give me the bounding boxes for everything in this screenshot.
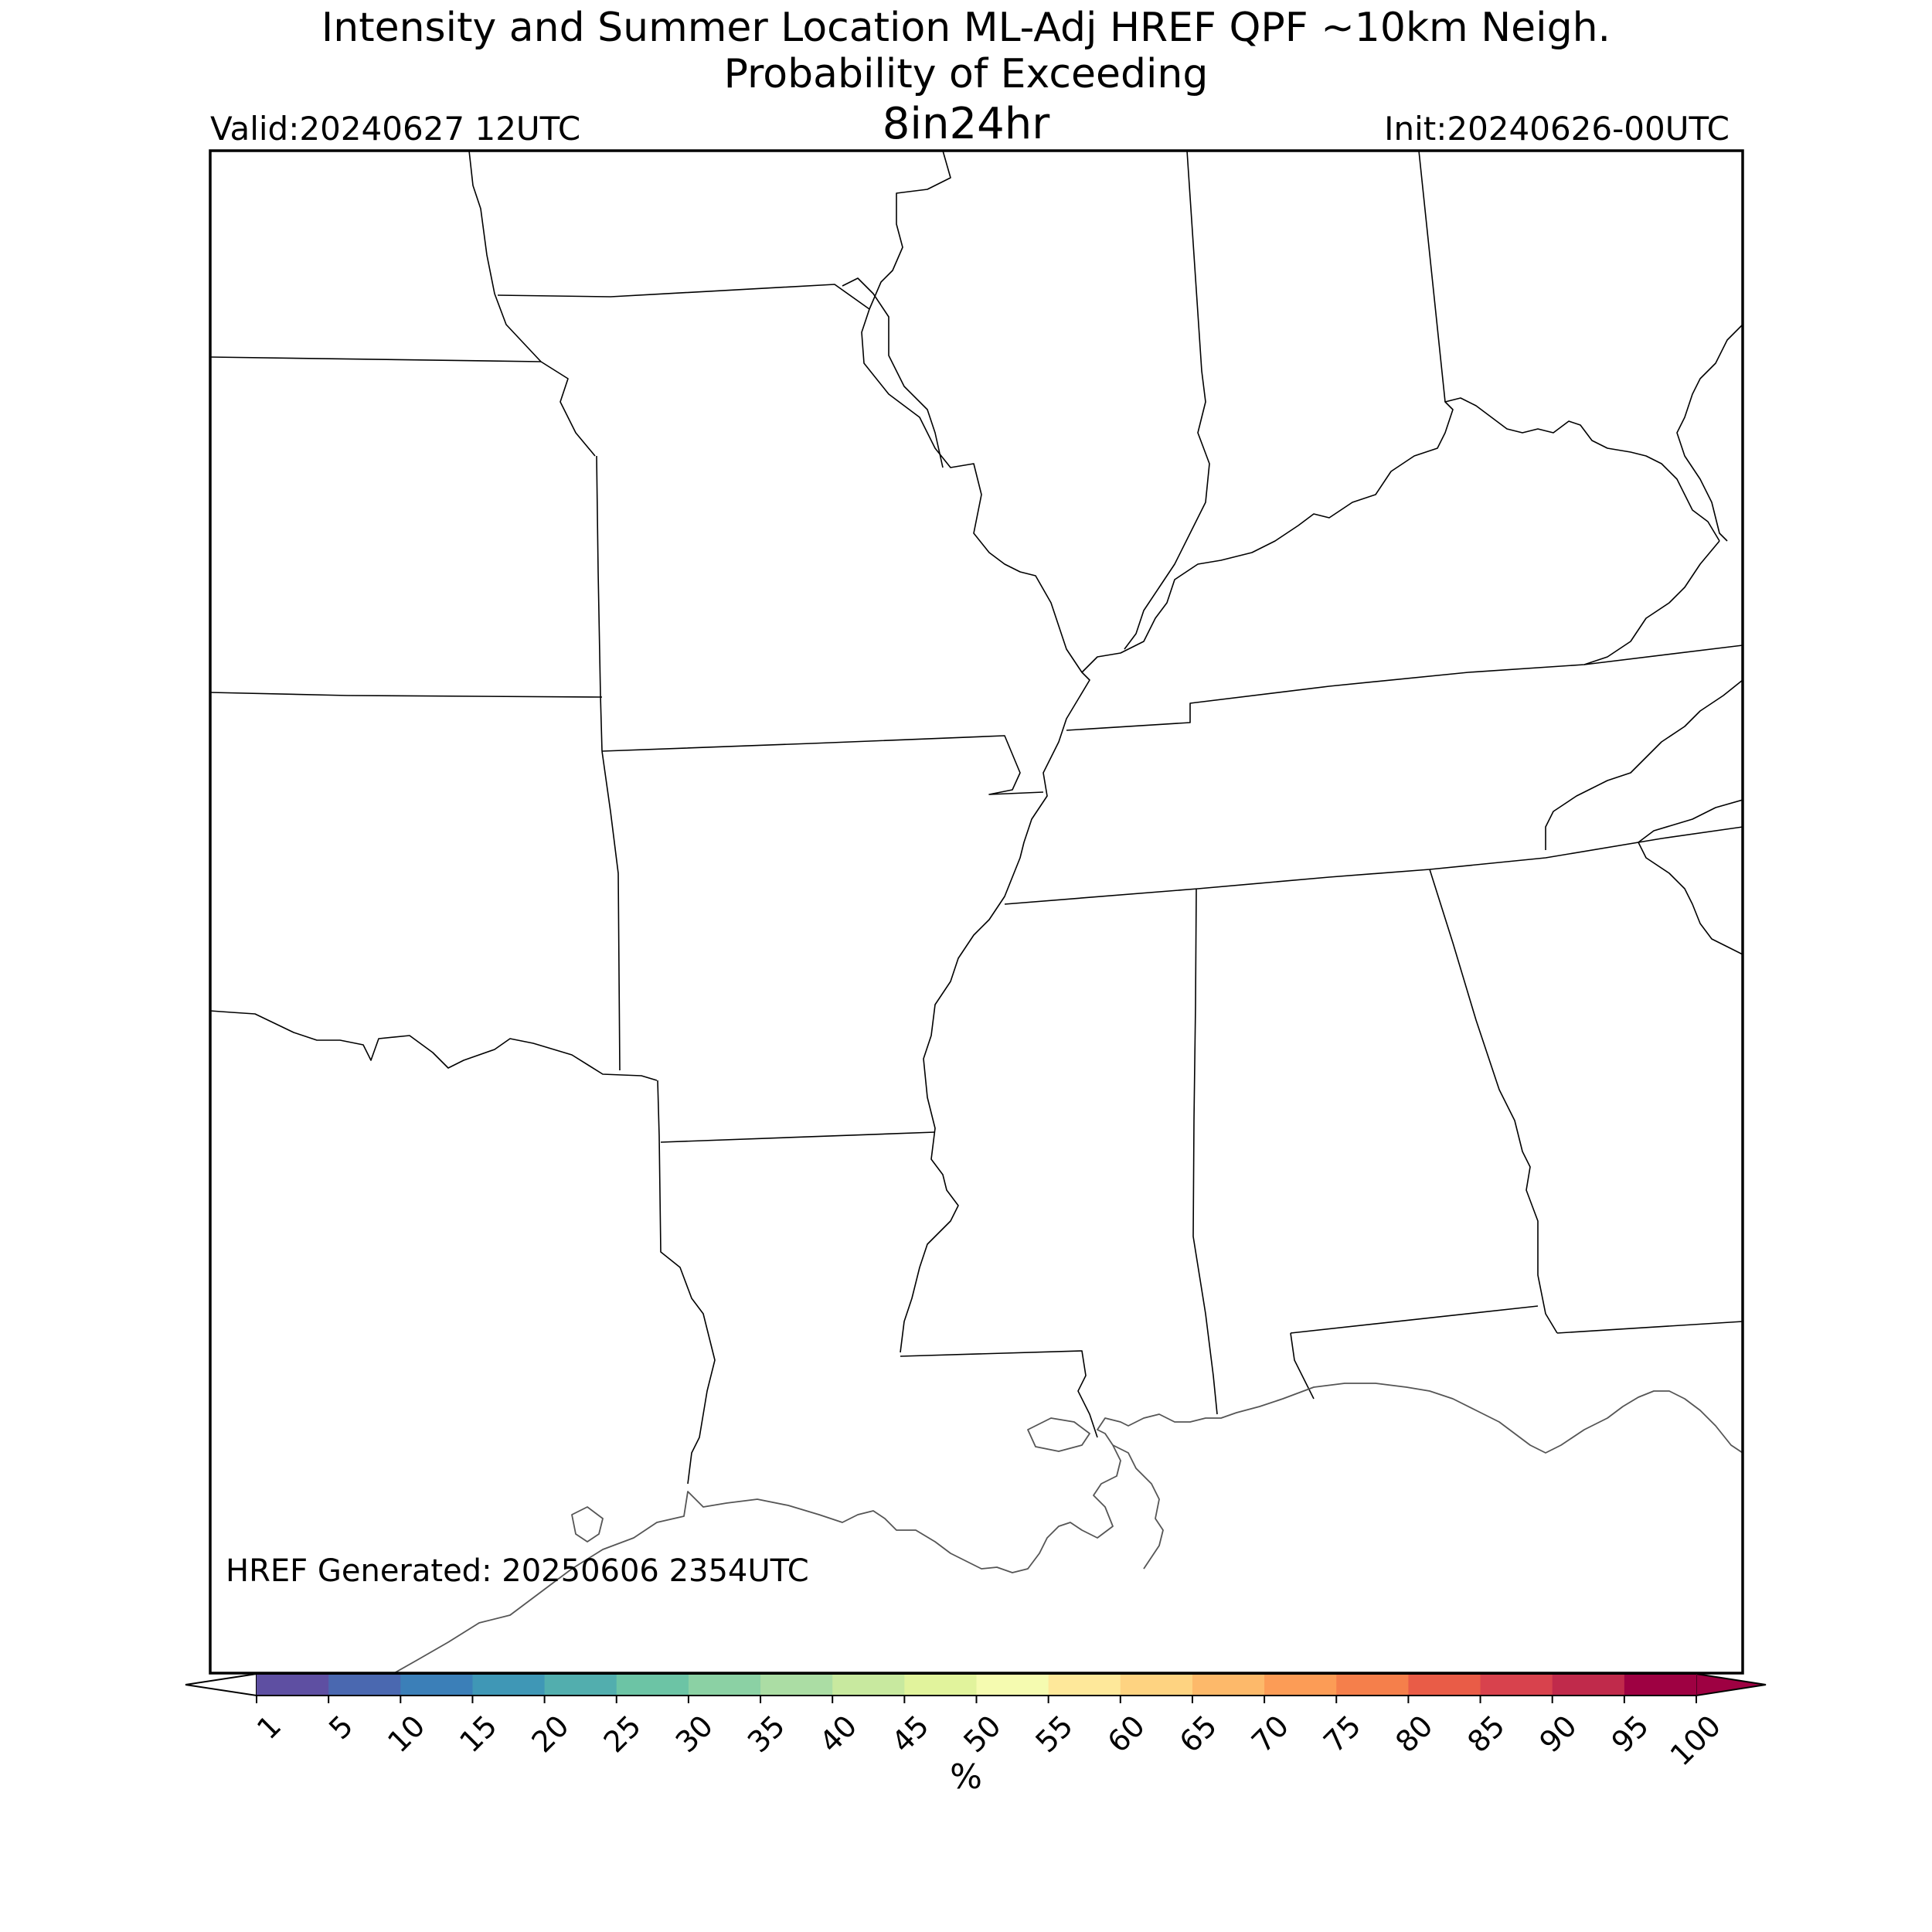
state-boundary-ky-va bbox=[1583, 540, 1720, 665]
colorbar-bin bbox=[1048, 1674, 1121, 1696]
colorbar-tick-label: 10 bbox=[381, 1709, 431, 1759]
state-boundary-mississippi-river bbox=[861, 151, 1090, 1353]
colorbar-under-extension bbox=[185, 1672, 257, 1697]
colorbar-tick-label: 40 bbox=[813, 1709, 863, 1759]
mississippi-delta bbox=[1112, 1444, 1164, 1570]
state-boundary-la-ms bbox=[900, 1350, 1098, 1438]
colorbar-bin bbox=[1264, 1674, 1337, 1696]
state-boundary-al-fl bbox=[1290, 1305, 1539, 1334]
colorbar-bin bbox=[1192, 1674, 1265, 1696]
colorbar-bin bbox=[1480, 1674, 1553, 1696]
colorbar-bin bbox=[976, 1674, 1049, 1696]
gulf-coastline bbox=[393, 1383, 1743, 1673]
colorbar-tick-label: 90 bbox=[1533, 1709, 1583, 1759]
colorbar-tick-label: 70 bbox=[1245, 1709, 1295, 1759]
state-boundary-ga-fl bbox=[1556, 1321, 1743, 1334]
state-boundary-ar-la bbox=[660, 1131, 936, 1143]
colorbar bbox=[185, 1672, 1767, 1697]
state-boundary-ia-mo bbox=[497, 284, 870, 310]
colorbar-bin bbox=[904, 1674, 977, 1696]
generated-timestamp: HREF Generated: 20250606 2354UTC bbox=[226, 1553, 809, 1589]
map-background bbox=[210, 151, 1743, 1673]
state-boundary-tx-la bbox=[657, 1080, 716, 1485]
colorbar-bin bbox=[1336, 1674, 1409, 1696]
state-boundary-ok-ar bbox=[601, 750, 621, 1071]
colorbar-tick-label: 20 bbox=[525, 1709, 575, 1759]
init-time-label: Init:20240626-00UTC bbox=[1384, 110, 1730, 148]
state-boundary-il-west bbox=[842, 277, 944, 468]
colorbar-tick-label: 60 bbox=[1101, 1709, 1151, 1759]
colorbar-bin bbox=[1624, 1674, 1697, 1696]
colorbar-tick-label: 35 bbox=[741, 1709, 791, 1759]
colorbar-bin bbox=[400, 1674, 473, 1696]
state-boundary-red-river bbox=[210, 1010, 658, 1081]
colorbar-tick-label: 25 bbox=[597, 1709, 648, 1759]
colorbar-tick-label: 80 bbox=[1389, 1709, 1439, 1759]
colorbar-bin bbox=[257, 1674, 329, 1696]
colorbar-tick-label: 45 bbox=[885, 1709, 935, 1759]
state-boundary-ks-ok bbox=[210, 692, 603, 698]
state-boundary-va-nc bbox=[1545, 679, 1743, 850]
colorbar-bin bbox=[760, 1674, 833, 1696]
colorbar-bin bbox=[472, 1674, 546, 1696]
state-boundary-il-in bbox=[1124, 151, 1210, 650]
colorbar-unit-label: % bbox=[950, 1757, 982, 1797]
state-boundary-nc-sc bbox=[1638, 799, 1743, 955]
chart-title-line1: Intensity and Summer Location ML-Adj HRE… bbox=[321, 5, 1611, 51]
colorbar-tick-label: 30 bbox=[669, 1709, 719, 1759]
state-boundary-ohio-river bbox=[1081, 397, 1720, 673]
state-boundary-ms-al bbox=[1192, 888, 1218, 1415]
valid-time-label: Valid:20240627 12UTC bbox=[210, 110, 581, 148]
colorbar-bin bbox=[328, 1674, 401, 1696]
colorbar-tick-label: 75 bbox=[1317, 1709, 1367, 1759]
colorbar-tick-label: 85 bbox=[1461, 1709, 1511, 1759]
state-boundary-al-ga bbox=[1429, 869, 1558, 1334]
colorbar-tick-label: 15 bbox=[453, 1709, 503, 1759]
colorbar-tick-label: 95 bbox=[1605, 1709, 1655, 1759]
galveston-bay bbox=[571, 1506, 604, 1543]
state-boundary-ks-east bbox=[596, 455, 603, 752]
colorbar-bin bbox=[688, 1674, 761, 1696]
chart-title-threshold: 8in24hr bbox=[882, 99, 1050, 149]
state-boundary-ky-tn bbox=[1066, 645, 1743, 731]
colorbar-bin bbox=[832, 1674, 905, 1696]
colorbar-tick-label: 55 bbox=[1029, 1709, 1080, 1759]
lake-pontchartrain bbox=[1027, 1417, 1090, 1452]
colorbar-tick-label: 1 bbox=[250, 1709, 287, 1746]
state-boundary-mo-ar bbox=[601, 735, 1044, 795]
state-boundary-al-fl-west bbox=[1290, 1332, 1315, 1400]
state-boundary-wv-ky bbox=[1676, 324, 1743, 542]
colorbar-tick-label: 50 bbox=[957, 1709, 1007, 1759]
colorbar-bin bbox=[1408, 1674, 1481, 1696]
colorbar-over-extension bbox=[1696, 1672, 1767, 1697]
state-boundary-in-oh bbox=[1418, 151, 1446, 403]
colorbar-bin bbox=[544, 1674, 617, 1696]
state-boundary-ne-sd bbox=[210, 356, 542, 362]
chart-title-line2: Probability of Exceeding bbox=[723, 51, 1209, 97]
colorbar-bin bbox=[616, 1674, 689, 1696]
colorbar-bin bbox=[1120, 1674, 1193, 1696]
state-boundary-ia-mo-west bbox=[468, 151, 596, 457]
colorbar-tick-label: 5 bbox=[322, 1709, 359, 1746]
colorbar-bin bbox=[1552, 1674, 1625, 1696]
colorbar-tick-label: 65 bbox=[1173, 1709, 1223, 1759]
